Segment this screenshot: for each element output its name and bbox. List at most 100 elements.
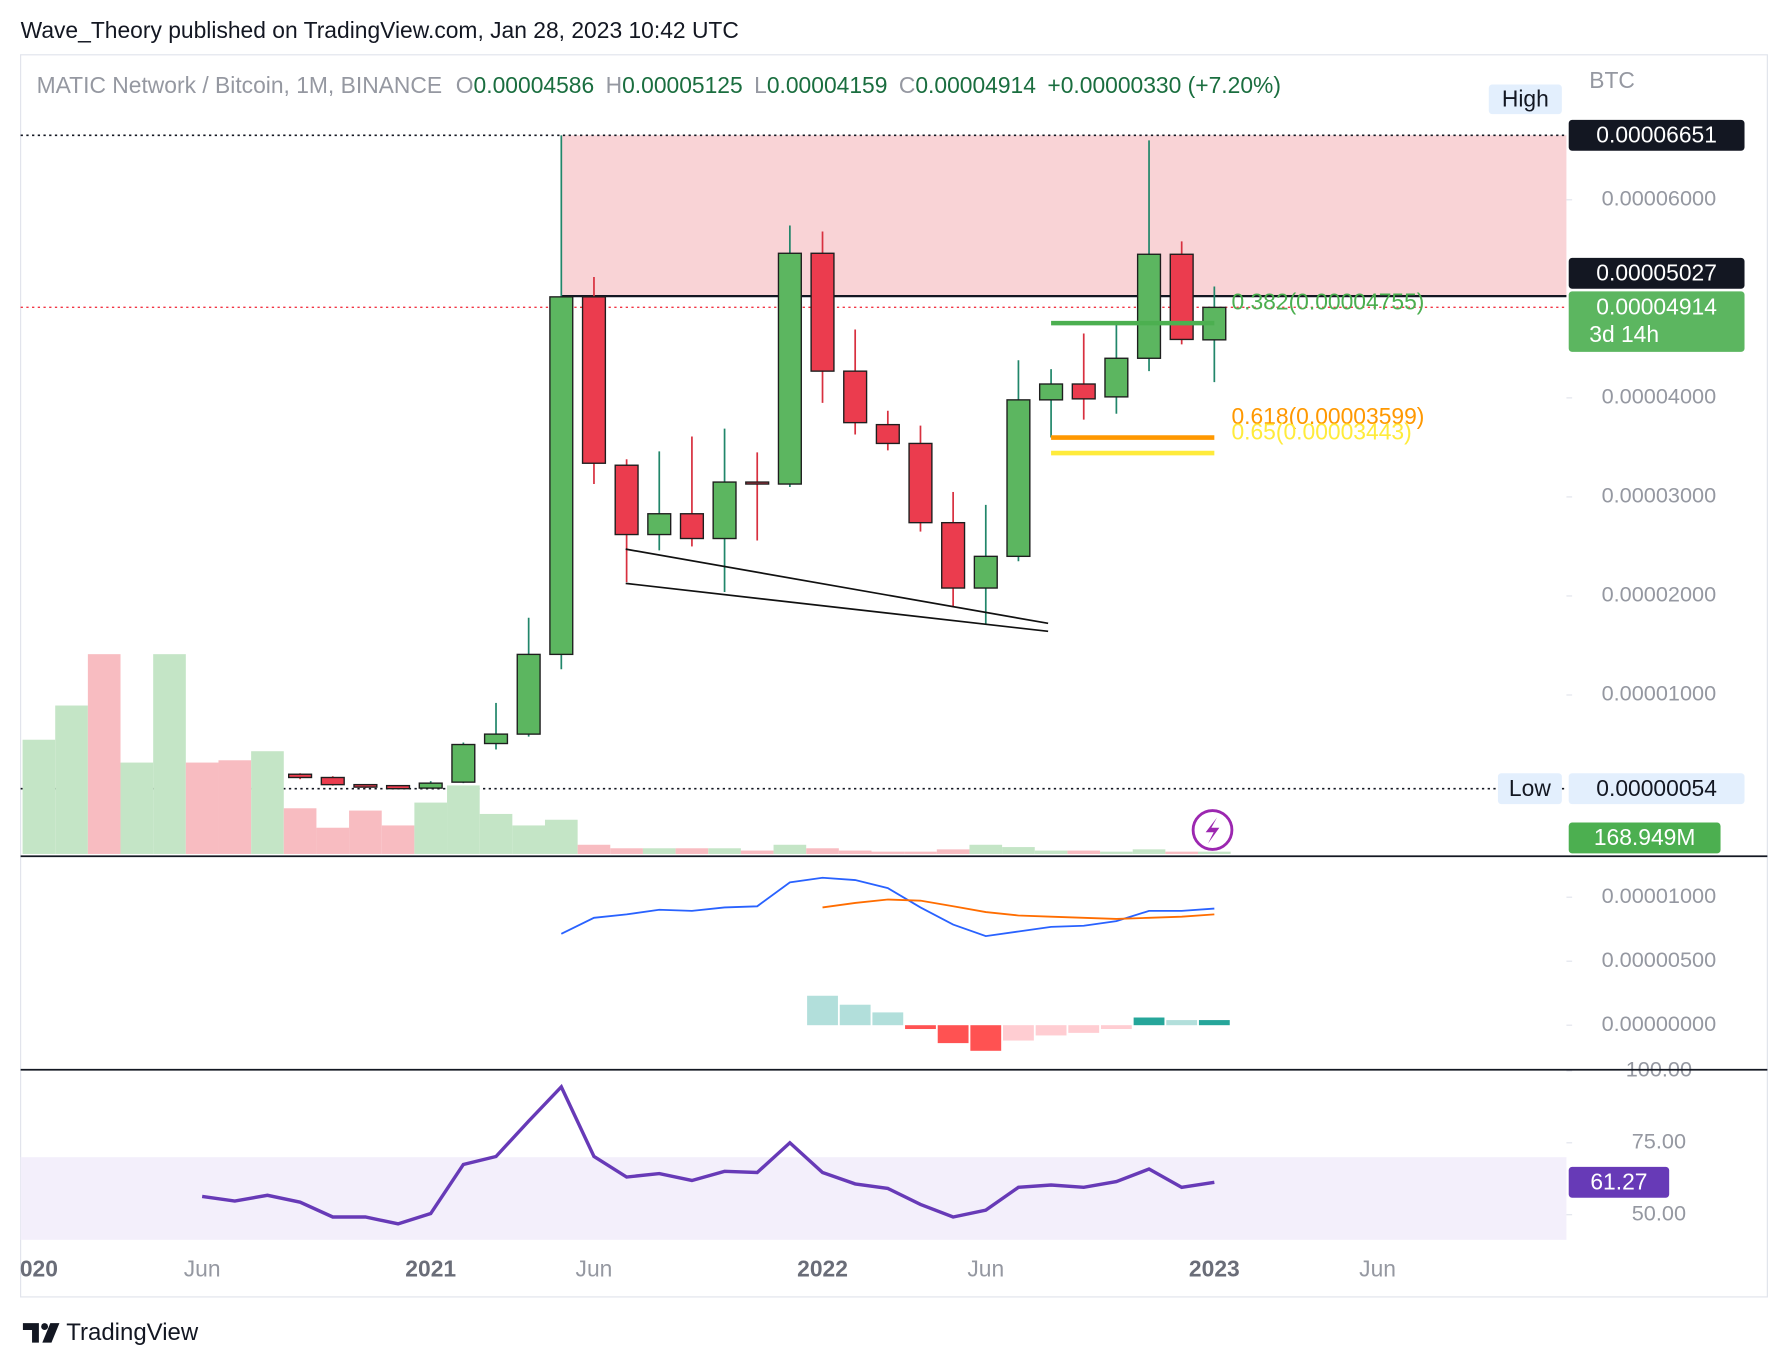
volume-bar bbox=[447, 785, 480, 854]
y-tick-label: 0.00004000 bbox=[1602, 384, 1717, 409]
high-label: High bbox=[1502, 85, 1549, 111]
brand: TradingView bbox=[66, 1319, 199, 1346]
x-tick-label: 2023 bbox=[1189, 1256, 1240, 1282]
volume-bar bbox=[153, 654, 186, 854]
candle-body bbox=[516, 653, 541, 735]
volume-bar bbox=[22, 739, 56, 854]
fib-label: 0.618(0.00003599) bbox=[1231, 403, 1424, 429]
legend-label: H bbox=[606, 72, 623, 98]
volume-bar bbox=[1198, 851, 1231, 854]
low-label: Low bbox=[1509, 775, 1551, 801]
volume-bar bbox=[381, 825, 415, 854]
candle-body bbox=[418, 782, 443, 789]
volume-bar bbox=[1034, 850, 1068, 854]
macd-histogram-bar bbox=[1198, 1020, 1230, 1026]
volume-bar bbox=[1002, 847, 1035, 854]
volume-value-bg bbox=[1568, 822, 1721, 854]
candle-body bbox=[810, 252, 835, 372]
x-tick-label: Jun bbox=[1359, 1256, 1396, 1282]
candle-body bbox=[875, 423, 900, 445]
volume-bar bbox=[904, 851, 937, 854]
rsi-value-bg bbox=[1568, 1166, 1670, 1198]
macd-histogram-bar bbox=[1003, 1025, 1034, 1041]
high-value: 0.00006651 bbox=[1596, 121, 1717, 147]
volume-bar bbox=[414, 802, 448, 854]
rsi-line bbox=[201, 1083, 1215, 1226]
y-tick-label: 75.00 bbox=[1632, 1129, 1686, 1154]
volume-bar bbox=[251, 751, 284, 854]
volume-bar bbox=[642, 848, 676, 854]
x-tick-label: Jun bbox=[967, 1256, 1004, 1282]
macd-histogram-bar bbox=[807, 995, 838, 1026]
volume-bar bbox=[708, 848, 741, 854]
volume-bar bbox=[610, 848, 643, 854]
macd-histogram-bar bbox=[1100, 1025, 1132, 1030]
y-tick-label: 0.00001000 bbox=[1602, 883, 1717, 908]
volume-value: 168.949M bbox=[1594, 824, 1696, 850]
publisher: Wave_Theory published on TradingView.com… bbox=[21, 17, 739, 43]
volume-bar bbox=[936, 849, 970, 854]
legend-value: 0.00004914 bbox=[915, 72, 1036, 98]
candle-body bbox=[1038, 383, 1064, 401]
candle-body bbox=[647, 513, 672, 536]
macd-histogram-bar bbox=[1166, 1020, 1198, 1026]
candle-body bbox=[483, 733, 509, 745]
candle-body bbox=[908, 442, 933, 524]
candle-body bbox=[549, 296, 574, 656]
logo-mark bbox=[41, 1323, 49, 1331]
candle-body bbox=[614, 464, 639, 536]
macd-line bbox=[822, 898, 1215, 920]
volume-bar bbox=[1067, 850, 1101, 854]
candle-body bbox=[1169, 253, 1194, 341]
symbol-title: MATIC Network / Bitcoin, 1M, BINANCE bbox=[37, 72, 443, 98]
legend-label: O bbox=[456, 72, 474, 98]
x-tick-label: Jun bbox=[184, 1256, 221, 1282]
macd-histogram-bar bbox=[1068, 1025, 1100, 1033]
plot: 0.00001000 0.00002000 0.00003000 0.00004000… bbox=[20, 84, 1745, 1282]
x-tick-label: 2021 bbox=[405, 1256, 456, 1282]
macd-histogram-bar bbox=[1133, 1017, 1165, 1026]
volume-bar bbox=[969, 844, 1003, 854]
macd-histogram-bar bbox=[937, 1025, 969, 1044]
volume-bar bbox=[512, 825, 545, 854]
logo: TradingView bbox=[22, 1319, 199, 1346]
volume-bar bbox=[349, 810, 382, 854]
volume-bar bbox=[283, 808, 317, 854]
macd-line bbox=[560, 876, 1215, 938]
volume-bar bbox=[577, 844, 611, 854]
volume-bar bbox=[55, 705, 88, 854]
x-tick-label: Jun bbox=[576, 1256, 613, 1282]
legend: MATIC Network / Bitcoin, 1M, BINANCE O 0.0… bbox=[37, 72, 1281, 98]
candle-body bbox=[1104, 357, 1129, 398]
candle-body bbox=[288, 773, 313, 779]
candle-body bbox=[385, 784, 411, 790]
volume-bar bbox=[87, 654, 121, 854]
chart-frame bbox=[20, 54, 1768, 1298]
trendline bbox=[625, 548, 1049, 625]
zone-value-bg bbox=[1568, 257, 1745, 289]
high-value-bg bbox=[1568, 119, 1745, 151]
y-tick-label: 0.00002000 bbox=[1602, 582, 1717, 607]
currency: BTC bbox=[1589, 67, 1635, 93]
y-tick-label: 0.00006000 bbox=[1602, 186, 1717, 211]
low-value: 0.00000054 bbox=[1596, 775, 1717, 801]
high-label-bg bbox=[1488, 84, 1562, 115]
volume-bar bbox=[120, 762, 154, 854]
volume-bar bbox=[218, 760, 252, 854]
volume-bar bbox=[675, 848, 709, 854]
low-value-bg bbox=[1568, 773, 1745, 805]
price-badge-bg bbox=[1568, 291, 1745, 352]
legend-label: C bbox=[899, 72, 916, 98]
volume-bar bbox=[773, 844, 807, 854]
candle-body bbox=[941, 521, 966, 589]
volume-bar bbox=[1100, 851, 1133, 854]
countdown: 3d 14h bbox=[1589, 321, 1659, 347]
logo-mark bbox=[22, 1323, 39, 1343]
price-value: 0.00004914 bbox=[1596, 294, 1717, 320]
y-tick-label: 50.00 bbox=[1632, 1200, 1686, 1225]
macd-histogram-bar bbox=[872, 1012, 904, 1026]
candle-body bbox=[320, 776, 345, 786]
candle-body bbox=[745, 481, 770, 485]
volume-bar bbox=[740, 850, 774, 854]
resistance-zone bbox=[561, 135, 1567, 297]
